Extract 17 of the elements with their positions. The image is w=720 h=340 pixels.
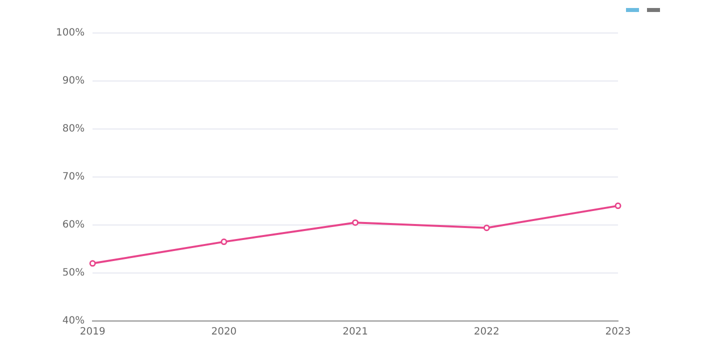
point: [483, 224, 490, 232]
y-tick-label: 40%: [62, 316, 85, 327]
y-tick-label: 60%: [62, 220, 85, 231]
point: [614, 202, 622, 210]
x-tick-label: 2021: [342, 326, 368, 338]
y-tick-label: 90%: [62, 76, 85, 87]
y-tick-label: 70%: [62, 172, 85, 183]
point: [220, 238, 228, 246]
x-tick-label: 2023: [605, 326, 631, 338]
point: [352, 219, 359, 226]
y-tick-label: 80%: [62, 124, 85, 135]
point: [89, 260, 96, 267]
x-tick-label: 2020: [211, 326, 237, 338]
y-tick-label: 50%: [62, 268, 85, 279]
x-tick-label: 2022: [474, 326, 500, 338]
x-tick-label: 2019: [80, 326, 106, 338]
y-tick-label: 100%: [56, 28, 85, 39]
